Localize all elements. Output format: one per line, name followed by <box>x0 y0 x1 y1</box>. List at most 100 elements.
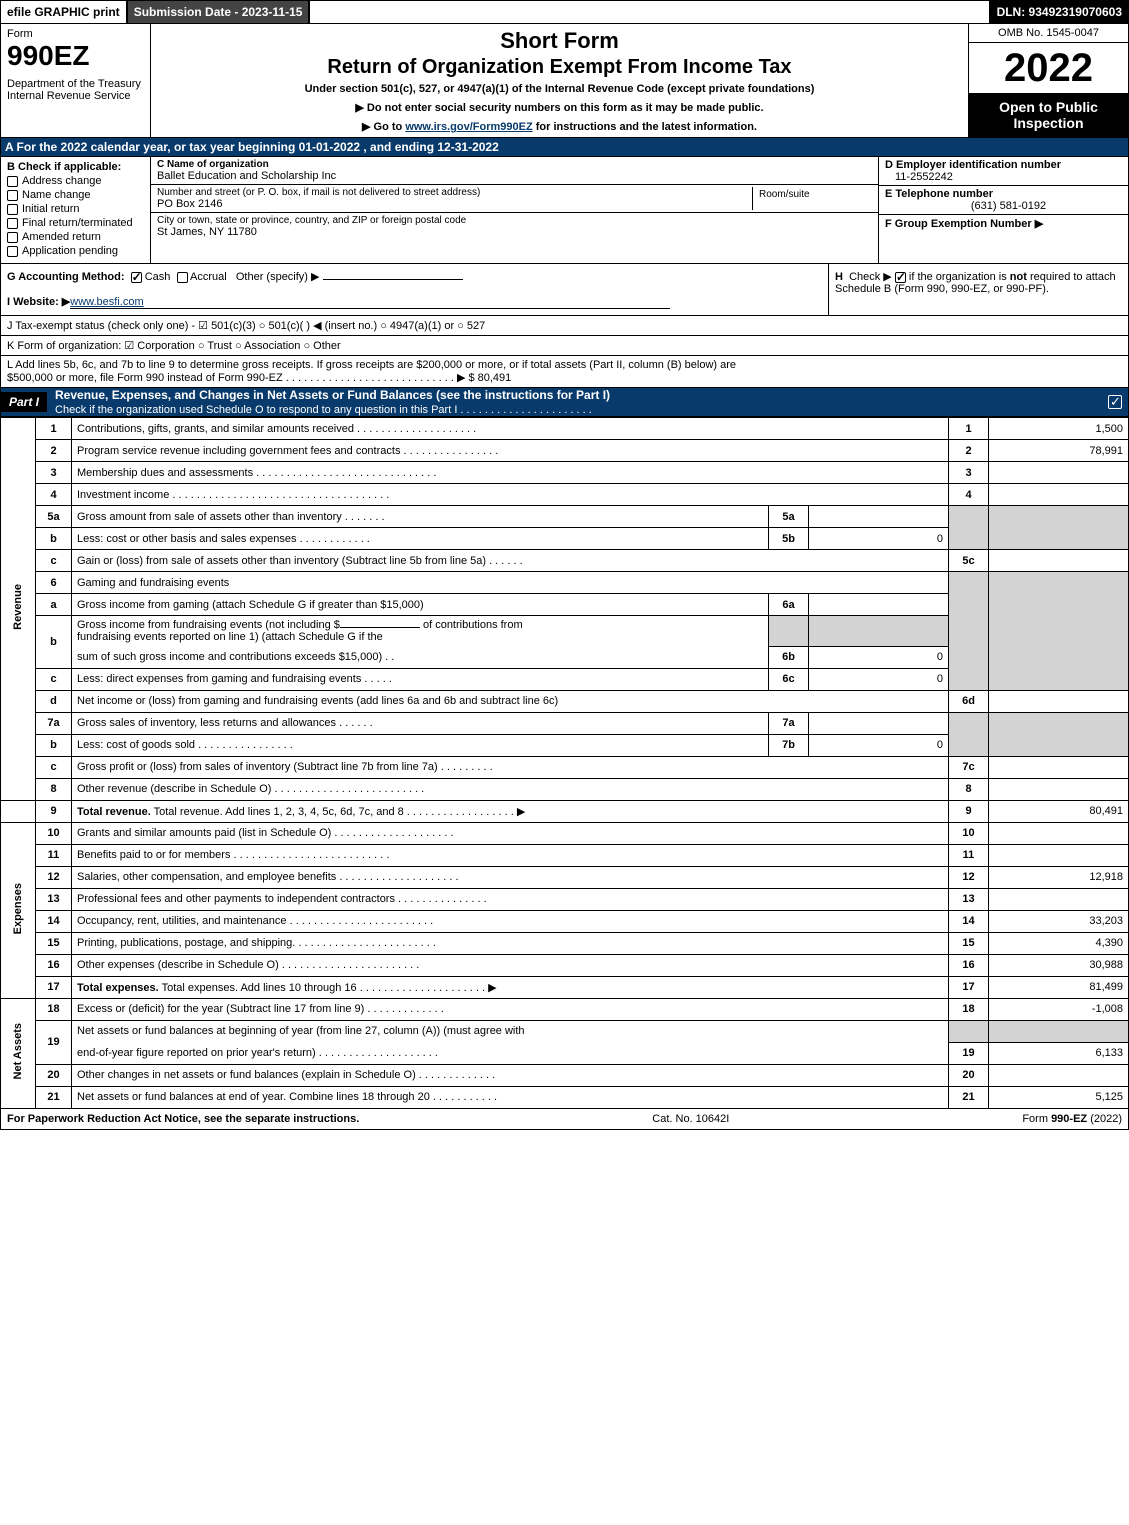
part-i-title: Revenue, Expenses, and Changes in Net As… <box>55 388 1102 416</box>
rval <box>989 1064 1129 1086</box>
lnum: 12 <box>36 866 72 888</box>
row-j: J Tax-exempt status (check only one) - ☑… <box>0 316 1129 336</box>
checkbox-icon <box>7 218 18 229</box>
g-label: G Accounting Method: <box>7 271 125 283</box>
rnum: 2 <box>949 440 989 462</box>
rval: 12,918 <box>989 866 1129 888</box>
opt-initial-return: Initial return <box>22 203 79 215</box>
line-13: 13 Professional fees and other payments … <box>1 888 1129 910</box>
rval: -1,008 <box>989 998 1129 1020</box>
short-form-title: Short Form <box>157 28 962 54</box>
rval <box>989 778 1129 800</box>
line-3: 3 Membership dues and assessments . . . … <box>1 462 1129 484</box>
grey-cell <box>949 572 989 691</box>
ldesc: Membership dues and assessments . . . . … <box>72 462 949 484</box>
ldesc: Gaming and fundraising events <box>72 572 949 594</box>
ldesc: Printing, publications, postage, and shi… <box>72 932 949 954</box>
chk-name-change[interactable]: Name change <box>7 189 144 201</box>
rnum: 3 <box>949 462 989 484</box>
lnum: 11 <box>36 844 72 866</box>
part-i-label: Part I <box>1 392 47 412</box>
room-label: Room/suite <box>759 189 866 200</box>
grey-cell <box>809 616 949 647</box>
rnum: 5c <box>949 550 989 572</box>
name-label: C Name of organization <box>157 159 872 170</box>
lnum: 6 <box>36 572 72 594</box>
grey-cell <box>989 1020 1129 1042</box>
rval: 6,133 <box>989 1042 1129 1064</box>
subval: 0 <box>809 734 949 756</box>
rval <box>989 550 1129 572</box>
sublabel: 5a <box>769 506 809 528</box>
ldesc: Gross amount from sale of assets other t… <box>72 506 769 528</box>
tel-value: (631) 581-0192 <box>895 200 1122 212</box>
chk-cash[interactable] <box>131 272 142 283</box>
sublabel: 5b <box>769 528 809 550</box>
rnum: 7c <box>949 756 989 778</box>
row-h: H Check ▶ if the organization is not req… <box>828 264 1128 315</box>
form-header-mid: Short Form Return of Organization Exempt… <box>151 24 968 137</box>
dept-irs: Internal Revenue Service <box>7 90 144 102</box>
chk-schedule-b[interactable] <box>895 272 906 283</box>
opt-application-pending: Application pending <box>22 245 118 257</box>
sublabel: 7a <box>769 712 809 734</box>
lnum: c <box>36 756 72 778</box>
irs-link[interactable]: www.irs.gov/Form990EZ <box>405 121 532 133</box>
netassets-vlabel: Net Assets <box>1 998 36 1108</box>
rnum: 18 <box>949 998 989 1020</box>
rnum: 12 <box>949 866 989 888</box>
rval: 81,499 <box>989 976 1129 998</box>
chk-address-change[interactable]: Address change <box>7 175 144 187</box>
lnum: b <box>36 616 72 669</box>
sublabel: 7b <box>769 734 809 756</box>
rval <box>989 822 1129 844</box>
lnum: a <box>36 594 72 616</box>
rnum: 15 <box>949 932 989 954</box>
ldesc: sum of such gross income and contributio… <box>72 646 769 668</box>
line-5a: 5a Gross amount from sale of assets othe… <box>1 506 1129 528</box>
sublabel: 6a <box>769 594 809 616</box>
ldesc: end-of-year figure reported on prior yea… <box>72 1042 949 1064</box>
website-link[interactable]: www.besfi.com <box>70 296 670 309</box>
chk-accrual[interactable] <box>177 272 188 283</box>
section-a-calendar: A For the 2022 calendar year, or tax yea… <box>0 138 1129 157</box>
lnum: 16 <box>36 954 72 976</box>
spacer <box>1 800 36 822</box>
lnum: 8 <box>36 778 72 800</box>
line-18: Net Assets 18 Excess or (deficit) for th… <box>1 998 1129 1020</box>
col-c-street-row: Number and street (or P. O. box, if mail… <box>151 185 878 213</box>
rval <box>989 484 1129 506</box>
lnum: 1 <box>36 418 72 440</box>
rval <box>989 756 1129 778</box>
line-4: 4 Investment income . . . . . . . . . . … <box>1 484 1129 506</box>
line-19b: end-of-year figure reported on prior yea… <box>1 1042 1129 1064</box>
part-i-checkbox[interactable] <box>1108 395 1122 409</box>
efile-label[interactable]: efile GRAPHIC print <box>1 1 126 23</box>
org-name: Ballet Education and Scholarship Inc <box>157 170 872 182</box>
tel-label: E Telephone number <box>885 188 1122 200</box>
goto-line: ▶ Go to www.irs.gov/Form990EZ for instru… <box>157 120 962 133</box>
ldesc: Less: cost or other basis and sales expe… <box>72 528 769 550</box>
top-bar: efile GRAPHIC print Submission Date - 20… <box>0 0 1129 24</box>
chk-initial-return[interactable]: Initial return <box>7 203 144 215</box>
revenue-vlabel: Revenue <box>1 418 36 801</box>
lnum: 5a <box>36 506 72 528</box>
line-12: 12 Salaries, other compensation, and emp… <box>1 866 1129 888</box>
line-9: 9 Total revenue. Total revenue. Add line… <box>1 800 1129 822</box>
lnum: 14 <box>36 910 72 932</box>
grey-cell <box>989 506 1129 550</box>
chk-application-pending[interactable]: Application pending <box>7 245 144 257</box>
chk-final-return[interactable]: Final return/terminated <box>7 217 144 229</box>
line-16: 16 Other expenses (describe in Schedule … <box>1 954 1129 976</box>
g-other-input[interactable] <box>323 279 463 280</box>
chk-amended-return[interactable]: Amended return <box>7 231 144 243</box>
g-other-label: Other (specify) ▶ <box>236 271 320 283</box>
lnum: 18 <box>36 998 72 1020</box>
line-11: 11 Benefits paid to or for members . . .… <box>1 844 1129 866</box>
h-text: H Check ▶ if the organization is not req… <box>835 271 1116 295</box>
grey-cell <box>989 712 1129 756</box>
open-to-public: Open to Public Inspection <box>969 93 1128 137</box>
form-word: Form <box>7 28 144 40</box>
rnum: 19 <box>949 1042 989 1064</box>
form-number: 990EZ <box>7 40 144 72</box>
